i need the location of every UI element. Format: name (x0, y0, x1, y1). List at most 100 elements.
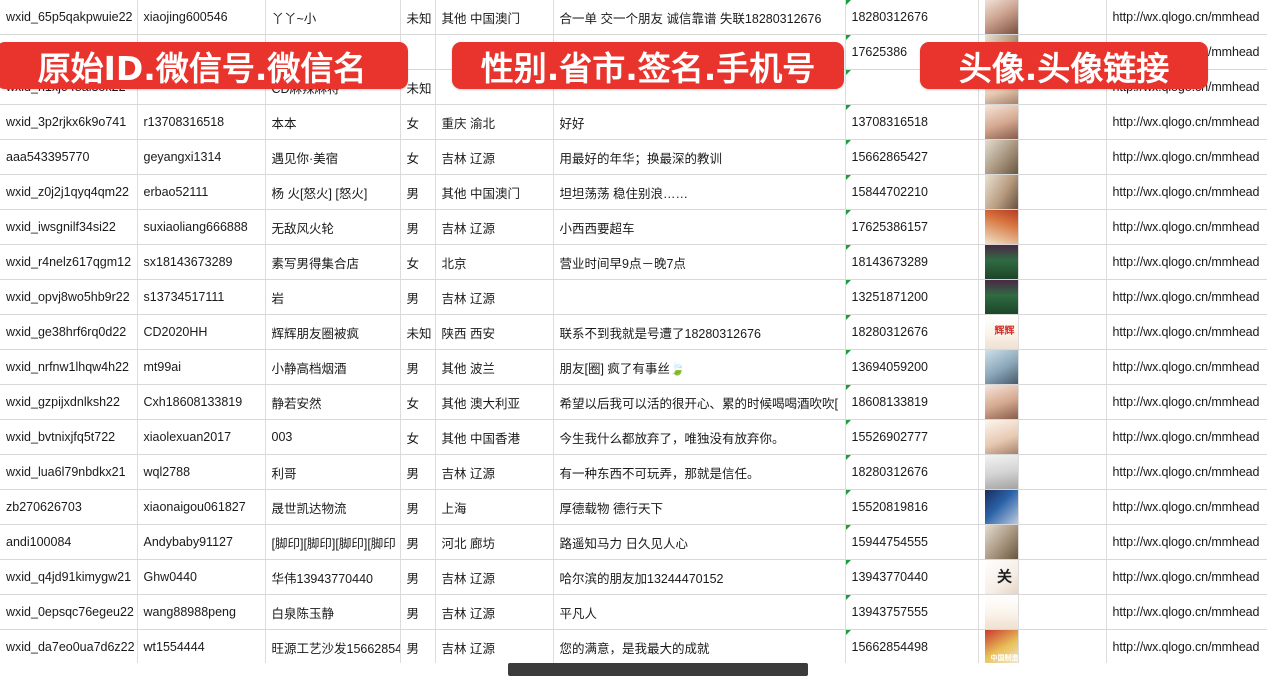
cell-wechat-name[interactable]: 华伟13943770440 (265, 559, 401, 595)
cell-avatar[interactable]: 关 (978, 559, 1019, 595)
cell-wechat-name[interactable]: 辉辉朋友圈被疯 (265, 314, 401, 350)
cell-wechat-number[interactable]: CD2020HH (137, 314, 266, 350)
table-row[interactable]: wxid_ge38hrf6rq0d22 CD2020HH 辉辉朋友圈被疯 未知 陕西 西… (0, 314, 1267, 350)
cell-province-city[interactable]: 吉林 辽源 (435, 594, 554, 630)
cell-gender[interactable]: 男 (400, 524, 436, 560)
cell-signature[interactable]: 有一种东西不可玩弄，那就是信任。 (553, 454, 846, 490)
cell-province-city[interactable]: 其他 中国澳门 (435, 174, 554, 210)
cell-original-id[interactable]: wxid_0epsqc76egeu22 (0, 594, 138, 630)
cell-province-city[interactable]: 重庆 渝北 (435, 104, 554, 140)
cell-signature[interactable]: 朋友[圈] 疯了有事丝🍃 (553, 349, 846, 385)
cell-original-id[interactable]: wxid_ge38hrf6rq0d22 (0, 314, 138, 350)
cell-phone-number[interactable] (845, 69, 979, 105)
cell-avatar-url[interactable]: http://wx.qlogo.cn/mmhead (1106, 489, 1267, 525)
cell-avatar-spacer[interactable] (1018, 594, 1107, 630)
cell-phone-number[interactable]: 18143673289 (845, 244, 979, 280)
cell-avatar[interactable] (978, 419, 1019, 455)
table-row[interactable]: wxid_gzpijxdnlksh22 Cxh18608133819 静若安然女其他… (0, 384, 1267, 420)
cell-avatar-url[interactable]: http://wx.qlogo.cn/mmhead (1106, 174, 1267, 210)
table-row[interactable]: wxid_3p2rjkx6k9o741 r13708316518 本本女重庆 渝北好… (0, 104, 1267, 140)
cell-gender[interactable]: 女 (400, 104, 436, 140)
cell-original-id[interactable]: wxid_bvtnixjfq5t722 (0, 419, 138, 455)
cell-signature[interactable]: 合一单 交一个朋友 诚信靠谱 失联18280312676 (553, 0, 846, 35)
cell-gender[interactable]: 男 (400, 174, 436, 210)
cell-province-city[interactable]: 吉林 辽源 (435, 139, 554, 175)
cell-wechat-name[interactable]: 无敌风火轮 (265, 209, 401, 245)
cell-province-city[interactable]: 吉林 辽源 (435, 629, 554, 665)
cell-gender[interactable]: 男 (400, 454, 436, 490)
cell-wechat-name[interactable]: 晟世凯达物流 (265, 489, 401, 525)
cell-signature[interactable]: 小西西要超车 (553, 209, 846, 245)
horizontal-scrollbar[interactable] (0, 663, 1267, 676)
cell-avatar[interactable] (978, 349, 1019, 385)
cell-signature[interactable] (553, 279, 846, 315)
cell-phone-number[interactable]: 15662865427 (845, 139, 979, 175)
cell-signature[interactable]: 哈尔滨的朋友加13244470152 (553, 559, 846, 595)
table-row[interactable]: wxid_da7eo0ua7d6z22 wt1554444 旺源工艺沙发156628… (0, 629, 1267, 665)
cell-avatar-url[interactable]: http://wx.qlogo.cn/mmhead (1106, 454, 1267, 490)
cell-province-city[interactable]: 吉林 辽源 (435, 559, 554, 595)
cell-avatar[interactable]: 中国制造 (978, 629, 1019, 665)
cell-original-id[interactable]: wxid_65p5qakpwuie22 (0, 0, 138, 35)
cell-avatar-url[interactable]: http://wx.qlogo.cn/mmhead (1106, 209, 1267, 245)
cell-avatar-spacer[interactable] (1018, 209, 1107, 245)
cell-province-city[interactable]: 其他 波兰 (435, 349, 554, 385)
cell-gender[interactable]: 女 (400, 139, 436, 175)
cell-signature[interactable]: 路遥知马力 日久见人心 (553, 524, 846, 560)
cell-avatar-spacer[interactable] (1018, 524, 1107, 560)
cell-gender[interactable]: 男 (400, 629, 436, 665)
cell-signature[interactable]: 今生我什么都放弃了，唯独没有放弃你。 (553, 419, 846, 455)
table-row[interactable]: aaa543395770 geyangxi1314 遇见你·美宿女吉林 辽源 用最好的… (0, 139, 1267, 175)
table-row[interactable]: wxid_65p5qakpwuie22 xiaojing600546 丫丫~小 未知其… (0, 0, 1267, 35)
cell-avatar-url[interactable]: http://wx.qlogo.cn/mmhead (1106, 314, 1267, 350)
cell-avatar-spacer[interactable] (1018, 279, 1107, 315)
cell-phone-number[interactable]: 18280312676 (845, 314, 979, 350)
cell-wechat-number[interactable]: wql2788 (137, 454, 266, 490)
cell-avatar-url[interactable]: http://wx.qlogo.cn/mmhead (1106, 559, 1267, 595)
cell-avatar-spacer[interactable] (1018, 244, 1107, 280)
cell-avatar[interactable] (978, 384, 1019, 420)
cell-gender[interactable]: 未知 (400, 314, 436, 350)
table-row[interactable]: wxid_lua6l79nbdkx21 wql2788 利哥男吉林 辽源 有一种东西不… (0, 454, 1267, 490)
cell-gender[interactable]: 女 (400, 419, 436, 455)
cell-wechat-number[interactable]: s13734517111 (137, 279, 266, 315)
cell-signature[interactable]: 用最好的年华；换最深的教训 (553, 139, 846, 175)
cell-avatar-url[interactable]: http://wx.qlogo.cn/mmhead (1106, 104, 1267, 140)
cell-avatar-url[interactable]: http://wx.qlogo.cn/mmhead (1106, 0, 1267, 35)
cell-avatar-url[interactable]: http://wx.qlogo.cn/mmhead (1106, 384, 1267, 420)
cell-original-id[interactable]: wxid_iwsgnilf34si22 (0, 209, 138, 245)
cell-avatar[interactable] (978, 594, 1019, 630)
cell-original-id[interactable]: andi100084 (0, 524, 138, 560)
cell-phone-number[interactable]: 15844702210 (845, 174, 979, 210)
cell-avatar-url[interactable]: http://wx.qlogo.cn/mmhead (1106, 139, 1267, 175)
cell-wechat-number[interactable]: xiaolexuan2017 (137, 419, 266, 455)
cell-province-city[interactable]: 上海 (435, 489, 554, 525)
cell-avatar-spacer[interactable] (1018, 139, 1107, 175)
cell-avatar-spacer[interactable] (1018, 314, 1107, 350)
cell-avatar-url[interactable]: http://wx.qlogo.cn/mmhead (1106, 419, 1267, 455)
cell-phone-number[interactable]: 13708316518 (845, 104, 979, 140)
cell-original-id[interactable]: wxid_r4nelz617qgm12 (0, 244, 138, 280)
cell-province-city[interactable]: 吉林 辽源 (435, 454, 554, 490)
cell-gender[interactable]: 男 (400, 209, 436, 245)
cell-wechat-name[interactable]: 003 (265, 419, 401, 455)
table-row[interactable]: wxid_iwsgnilf34si22 suxiaoliang666888 无敌风火… (0, 209, 1267, 245)
cell-phone-number[interactable]: 13943757555 (845, 594, 979, 630)
cell-wechat-number[interactable]: Cxh18608133819 (137, 384, 266, 420)
cell-avatar[interactable] (978, 524, 1019, 560)
cell-avatar[interactable] (978, 244, 1019, 280)
cell-province-city[interactable]: 北京 (435, 244, 554, 280)
cell-original-id[interactable]: wxid_nrfnw1lhqw4h22 (0, 349, 138, 385)
cell-avatar-url[interactable]: http://wx.qlogo.cn/mmhead (1106, 594, 1267, 630)
cell-wechat-number[interactable]: xiaojing600546 (137, 0, 266, 35)
cell-avatar-spacer[interactable] (1018, 629, 1107, 665)
cell-signature[interactable]: 坦坦荡荡 稳住别浪…… (553, 174, 846, 210)
cell-original-id[interactable]: wxid_gzpijxdnlksh22 (0, 384, 138, 420)
cell-original-id[interactable]: zb270626703 (0, 489, 138, 525)
cell-wechat-name[interactable]: 素写男得集合店 (265, 244, 401, 280)
cell-gender[interactable]: 男 (400, 559, 436, 595)
table-row[interactable]: wxid_q4jd91kimygw21 Ghw0440 华伟13943770440 男… (0, 559, 1267, 595)
cell-phone-number[interactable]: 15526902777 (845, 419, 979, 455)
table-row[interactable]: zb270626703 xiaonaigou061827 晟世凯达物流男上海 厚德载物… (0, 489, 1267, 525)
